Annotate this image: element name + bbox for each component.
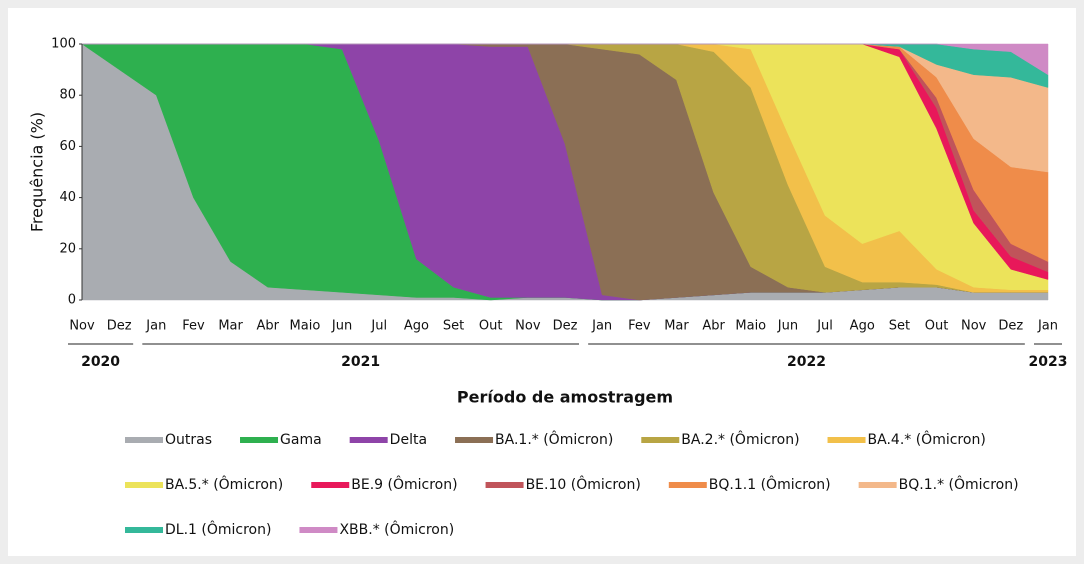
x-tick-label: Dez — [107, 319, 132, 334]
legend-label: Gama — [280, 432, 322, 448]
x-tick-label: Fev — [628, 319, 651, 334]
x-tick-label: Jul — [370, 319, 387, 334]
year-label: 2021 — [341, 354, 380, 370]
legend-label: BA.4.* (Ômicron) — [868, 430, 986, 448]
year-label: 2022 — [787, 354, 826, 370]
legend-label: Outras — [165, 432, 212, 448]
x-tick-label: Jun — [331, 319, 352, 334]
x-tick-label: Mar — [664, 319, 689, 334]
y-tick-label: 100 — [51, 37, 76, 52]
legend-label: BA.5.* (Ômicron) — [165, 475, 283, 493]
y-tick-label: 80 — [59, 88, 76, 103]
legend-label: BE.9 (Ômicron) — [351, 475, 457, 493]
legend-label: BA.2.* (Ômicron) — [681, 430, 799, 448]
x-tick-label: Jan — [1037, 319, 1058, 334]
x-tick-label: Dez — [553, 319, 578, 334]
x-tick-label: Nov — [69, 319, 95, 334]
legend-label: Delta — [390, 432, 427, 448]
x-tick-label: Nov — [515, 319, 541, 334]
y-tick-label: 40 — [59, 190, 76, 205]
area — [82, 43, 1049, 76]
y-tick-label: 20 — [59, 241, 76, 256]
x-tick-label: Out — [925, 319, 949, 334]
x-tick-label: Nov — [961, 319, 987, 334]
x-tick-label: Abr — [702, 319, 725, 334]
y-axis-label: Frequência (%) — [28, 112, 47, 232]
x-tick-label: Jul — [816, 319, 833, 334]
x-tick-label: Fev — [182, 319, 205, 334]
x-tick-label: Jun — [777, 319, 798, 334]
x-tick-label: Mar — [218, 319, 243, 334]
x-tick-label: Set — [443, 319, 464, 334]
x-tick-label: Out — [479, 319, 503, 334]
x-tick-label: Ago — [850, 319, 875, 334]
x-tick-label: Maio — [735, 319, 766, 334]
x-tick-label: Ago — [404, 319, 429, 334]
x-tick-label: Set — [889, 319, 910, 334]
y-tick-label: 60 — [59, 139, 76, 154]
legend-label: DL.1 (Ômicron) — [165, 520, 271, 538]
x-axis-label: Período de amostragem — [457, 388, 673, 407]
x-tick-label: Jan — [145, 319, 166, 334]
x-tick-label: Dez — [998, 319, 1023, 334]
legend-label: BQ.1.* (Ômicron) — [899, 475, 1019, 493]
year-label: 2020 — [81, 354, 120, 370]
year-label: 2023 — [1029, 354, 1068, 370]
x-tick-label: Maio — [290, 319, 321, 334]
legend-label: XBB.* (Ômicron) — [339, 520, 454, 538]
legend-label: BA.1.* (Ômicron) — [495, 430, 613, 448]
x-tick-label: Jan — [591, 319, 612, 334]
y-tick-label: 0 — [68, 293, 76, 308]
legend-label: BQ.1.1 (Ômicron) — [709, 475, 831, 493]
x-tick-label: Abr — [257, 319, 280, 334]
legend-label: BE.10 (Ômicron) — [526, 475, 641, 493]
